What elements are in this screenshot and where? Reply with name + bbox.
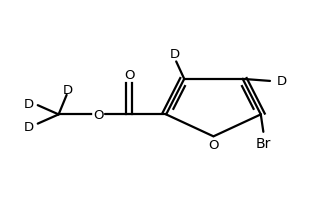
- Text: D: D: [24, 121, 34, 134]
- Text: D: D: [63, 84, 73, 97]
- Text: D: D: [24, 97, 34, 110]
- Text: D: D: [169, 48, 180, 61]
- Text: D: D: [277, 75, 287, 88]
- Text: O: O: [124, 68, 134, 81]
- Text: O: O: [208, 139, 219, 152]
- Text: Br: Br: [256, 136, 271, 150]
- Text: O: O: [93, 108, 103, 121]
